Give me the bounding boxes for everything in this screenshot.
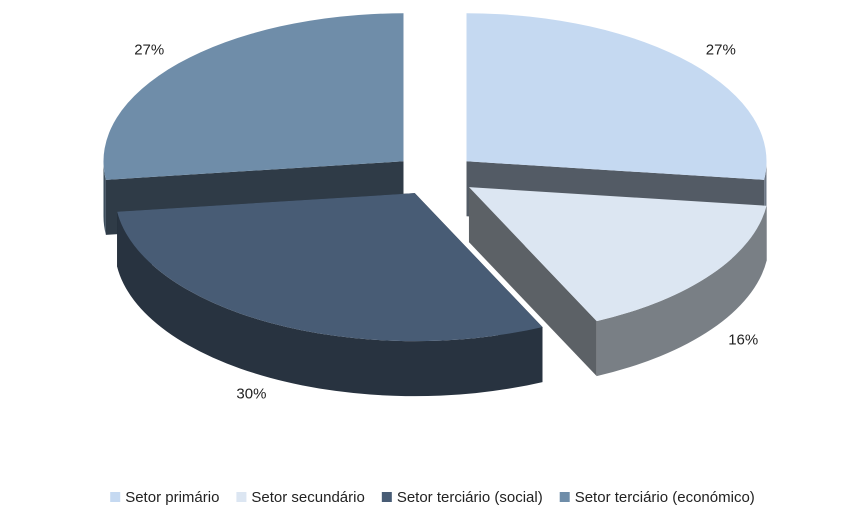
slice-side (596, 205, 767, 377)
slice-top (117, 193, 543, 342)
data-label: 30% (236, 386, 266, 403)
slice-side (117, 211, 543, 397)
slice (117, 193, 543, 397)
slice-top (468, 187, 767, 322)
legend-label: Setor secundário (251, 489, 364, 506)
slice (468, 187, 767, 377)
legend-swatch (236, 492, 247, 502)
slice-top (103, 13, 404, 180)
legend-swatch (381, 492, 392, 502)
legend-swatch (559, 492, 570, 502)
data-label: 27% (134, 42, 164, 59)
slice-side (103, 161, 106, 235)
data-label: 16% (728, 331, 758, 348)
slice-side (468, 187, 597, 377)
legend-label: Setor primário (125, 489, 219, 506)
legend-swatch (110, 492, 121, 502)
legend: Setor primário Setor secundário Setor terc… (110, 489, 755, 506)
data-label: 27% (706, 42, 736, 59)
legend-label: Setor terciário (económico) (575, 489, 755, 506)
legend-label: Setor terciário (social) (397, 489, 543, 506)
slice-top (466, 13, 767, 180)
